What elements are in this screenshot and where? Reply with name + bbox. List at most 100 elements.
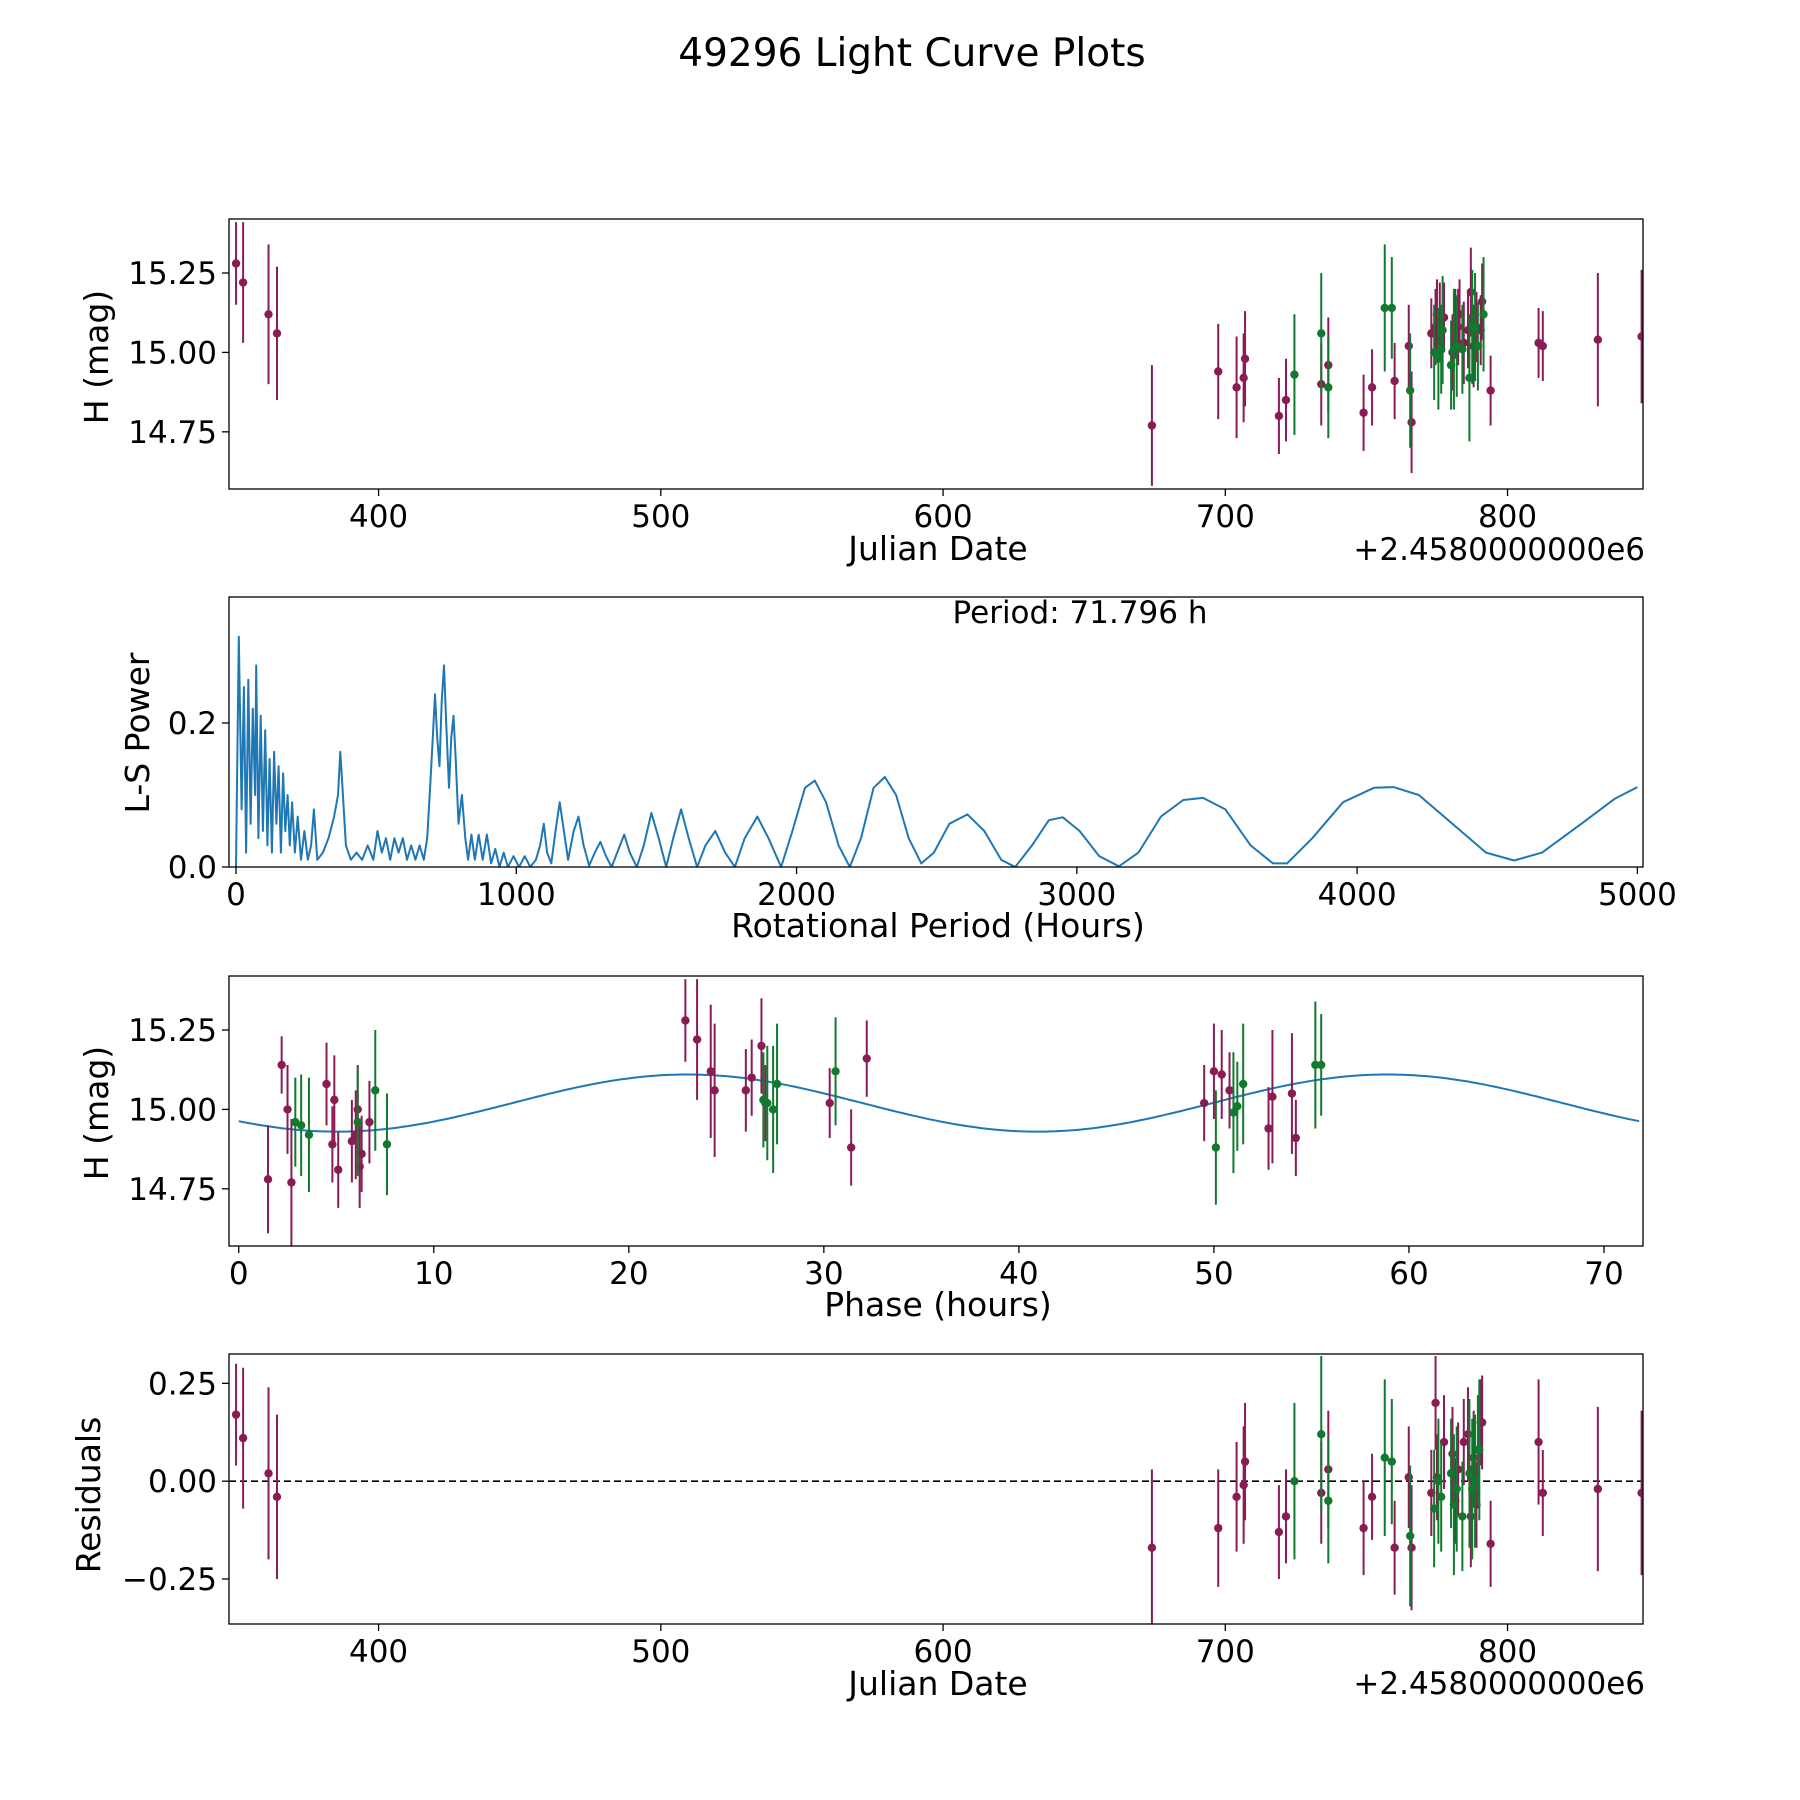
filter_a-point (1232, 1492, 1241, 1502)
phased-xtick-label: 50 (1194, 1256, 1233, 1292)
filter_b-point (1458, 345, 1467, 354)
filter_a-point (1538, 341, 1548, 351)
phased-ytick-label: 15.00 (128, 1092, 217, 1128)
filter_a-point (1469, 1453, 1478, 1462)
filter_a-point (1486, 386, 1495, 395)
filter_a-point (272, 329, 282, 338)
filter_a-point (263, 1175, 273, 1184)
filter_b-point (1452, 1484, 1461, 1494)
filter_a-point (1466, 1512, 1476, 1521)
periodogram-xlabel: Rotational Period (Hours) (731, 906, 1145, 945)
residuals-frame (228, 1353, 1644, 1625)
filter_a-point (1209, 1067, 1219, 1076)
filter_b-point (296, 1121, 306, 1130)
filter_a-point (1448, 1449, 1457, 1458)
periodogram-xtick-label: 0 (226, 877, 246, 913)
residuals-xtick-label: 700 (1196, 1634, 1255, 1670)
filter_a-point (287, 1178, 296, 1187)
filter_b-point (1429, 1504, 1439, 1513)
phased-xtick-label: 70 (1584, 1256, 1623, 1292)
filter_a-point (231, 259, 241, 268)
filter_a-point (1404, 341, 1413, 351)
filter_a-point (757, 1041, 766, 1051)
filter_a-point (1240, 354, 1250, 363)
filter_a-point (1214, 1523, 1223, 1533)
filter_a-point (1466, 287, 1476, 297)
filter_b-point (1311, 1060, 1320, 1070)
periodogram-ytick-label: 0.0 (168, 850, 217, 886)
filter_a-point (1593, 1484, 1603, 1494)
phased-xtick-label: 10 (414, 1256, 453, 1292)
residuals-xtick-label: 600 (913, 1634, 972, 1670)
periodogram-frame (228, 596, 1644, 868)
periodogram-panel: Rotational Period (Hours) L-S Power Peri… (118, 595, 1677, 945)
light-curve-xtick-label: 800 (1478, 499, 1537, 535)
filter_a-point (1232, 383, 1241, 392)
light-curve-offset-text: +2.4580000000e6 (1353, 532, 1645, 568)
filter_b-point (382, 1140, 392, 1149)
filter_a-point (741, 1086, 751, 1095)
filter_a-point (1367, 1492, 1377, 1502)
filter_b-point (1211, 1143, 1221, 1152)
filter_b-point (353, 1117, 362, 1127)
filter_a-point (1637, 332, 1643, 341)
filter_a-point (1459, 1437, 1468, 1447)
filter_a-point (1463, 1430, 1473, 1439)
filter_a-point (1199, 1098, 1209, 1108)
periodogram-xtick-label: 3000 (1037, 877, 1116, 913)
filter_b-point (1387, 303, 1397, 313)
filter_a-point (1431, 1398, 1440, 1408)
periodogram-plot-area (235, 635, 1638, 867)
filter_a-point (264, 310, 273, 319)
phased-frame (228, 975, 1644, 1247)
filter_a-point (1453, 322, 1463, 332)
filter_a-point (277, 1060, 286, 1070)
phased-ytick-label: 14.75 (128, 1172, 217, 1208)
filter_a-point (1147, 1543, 1157, 1552)
figure-title: 49296 Light Curve Plots (678, 31, 1145, 76)
filter_a-point (1268, 1092, 1277, 1101)
filter_b-point (1429, 348, 1439, 357)
residuals-xtick-label: 500 (631, 1634, 690, 1670)
filter_a-point (846, 1143, 856, 1152)
model-curve (238, 1073, 1640, 1133)
filter_b-point (1438, 325, 1447, 335)
filter_a-point (862, 1054, 871, 1063)
filter_a-point (1359, 408, 1368, 417)
residuals-ylabel: Residuals (69, 1417, 108, 1574)
filter_a-point (322, 1079, 331, 1089)
light-curve-ytick-label: 15.00 (128, 335, 217, 371)
filter_a-point (1407, 418, 1416, 427)
filter_a-point (681, 1016, 690, 1025)
periodogram-xtick-label: 4000 (1318, 877, 1397, 913)
filter_a-point (1274, 411, 1284, 421)
filter_b-point (1229, 1108, 1238, 1117)
filter_b-point (1437, 345, 1446, 354)
filter_a-point (238, 1433, 248, 1443)
residuals-xtick-label: 800 (1478, 1634, 1537, 1670)
filter_b-point (304, 1130, 314, 1140)
filter_a-point (1367, 383, 1377, 392)
filter_a-point (283, 1105, 292, 1114)
phased-xtick-label: 40 (999, 1256, 1038, 1292)
filter_b-point (1380, 303, 1389, 313)
filter_a-point (238, 278, 248, 287)
filter_b-point (763, 1098, 772, 1108)
filter_b-point (1290, 1476, 1299, 1486)
filter_a-point (1453, 1465, 1463, 1474)
filter_a-point (264, 1469, 273, 1478)
filter_a-point (710, 1086, 719, 1095)
filter_b-point (1238, 1079, 1248, 1089)
periodogram-xtick-label: 5000 (1598, 877, 1677, 913)
phased-xtick-label: 20 (609, 1256, 648, 1292)
phased-ytick-label: 15.25 (128, 1013, 217, 1049)
light-curve-plot-area (231, 222, 1643, 486)
residuals-ytick-label: 0.00 (148, 1464, 217, 1500)
residuals-panel: Julian Date Residuals +2.4580000000e6 40… (69, 1353, 1645, 1703)
filter_a-point (1390, 376, 1399, 386)
filter_a-point (1239, 1480, 1248, 1490)
filter_a-point (334, 1165, 343, 1174)
filter_a-point (692, 1035, 702, 1044)
filter_a-point (1214, 367, 1223, 376)
